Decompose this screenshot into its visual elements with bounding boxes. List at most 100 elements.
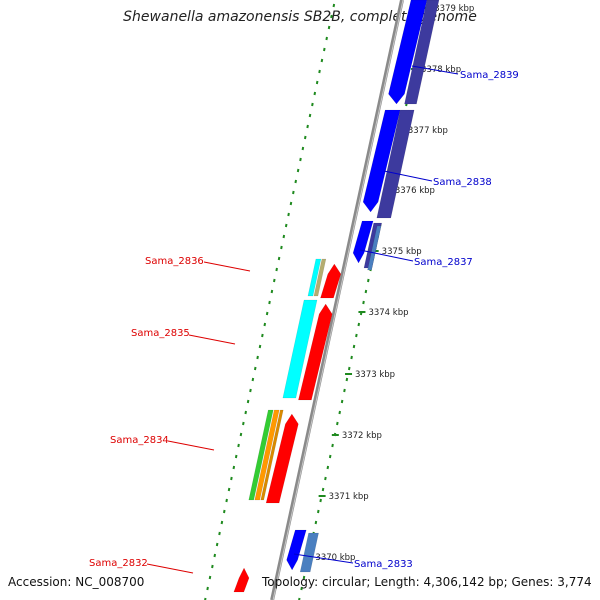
tick-dot-inner: [227, 487, 231, 492]
tick-dot-inner: [280, 245, 283, 250]
tick-dot-inner: [265, 311, 269, 316]
tick-dot-inner: [268, 300, 271, 305]
leader-line: [293, 553, 354, 564]
tick-dot-outer: [357, 322, 361, 327]
tick-dot-inner: [303, 135, 307, 140]
feature-layer: [233, 0, 440, 593]
gene-sama-2835: [298, 303, 333, 401]
gene-label: Sama_2836: [145, 256, 204, 267]
gene-label: Sama_2839: [460, 70, 519, 81]
leader-line: [411, 65, 459, 75]
tick-dot-inner: [258, 344, 262, 349]
label-layer: Sama_2839 Sama_2838 Sama_2837 Sama_2833 Sama…: [89, 65, 519, 574]
tick-label: 3379 kbp: [434, 4, 474, 14]
feature-sama-2834-b: [254, 409, 280, 501]
tick-dot-inner: [332, 3, 336, 8]
tick-dot-outer: [367, 278, 370, 283]
tick-dot-inner: [232, 465, 236, 470]
gene-label: Sama_2834: [110, 435, 169, 446]
tick-label: 3372 kbp: [342, 431, 382, 441]
leader-line: [167, 440, 215, 451]
tick-dot-inner: [301, 146, 305, 151]
tick-dot-inner: [239, 432, 243, 437]
gene-label: Sama_2838: [433, 177, 492, 188]
tick-dot-inner: [289, 201, 293, 206]
tick-dot-inner: [287, 212, 290, 217]
tick-dot-inner: [234, 454, 238, 459]
tick-label: 3378 kbp: [421, 65, 461, 75]
feature-sama-2834-a: [248, 409, 274, 501]
tick-dot-outer: [350, 355, 353, 360]
tick-dot-inner: [308, 113, 312, 118]
tick-dot-outer: [328, 454, 332, 459]
tick-dot-inner: [296, 168, 300, 173]
tick-dot-outer: [345, 377, 349, 382]
tick-dot-inner: [306, 124, 309, 129]
tick-dot-inner: [270, 289, 274, 294]
tick-dot-outer: [364, 289, 368, 294]
feature-sama-2836-b: [313, 258, 327, 297]
feature-sama-2835: [282, 299, 318, 399]
feature-sama-2836-a: [307, 258, 322, 297]
tick-dot-outer: [324, 476, 327, 481]
tick-dot-inner: [206, 586, 209, 591]
tick-dot-inner: [273, 278, 276, 283]
feature-sama-2837: [367, 225, 382, 271]
tick-dot-outer: [319, 498, 322, 503]
gene-sama-2838: [362, 109, 401, 213]
tick-dot-inner: [220, 520, 224, 525]
accession-text: Accession: NC_008700: [8, 575, 145, 589]
tick-dot-inner: [325, 36, 328, 41]
tick-dot-inner: [225, 498, 228, 503]
tick-dot-inner: [299, 157, 302, 162]
tick-dot-outer: [352, 344, 356, 349]
tick-label: 3371 kbp: [329, 492, 369, 502]
tick-dot-inner: [292, 190, 295, 195]
tick-dot-outer: [326, 465, 330, 470]
tick-dot-inner: [211, 564, 214, 569]
tick-label: 3375 kbp: [382, 247, 422, 257]
gene-sama-2833: [286, 529, 307, 571]
tick-dot-outer: [331, 443, 334, 448]
backbone-layer: [270, 0, 404, 600]
tick-label: 3370 kbp: [315, 553, 355, 563]
tick-dot-inner: [249, 388, 252, 393]
tick-label: 3373 kbp: [355, 370, 395, 380]
tick-dot-outer: [362, 300, 365, 305]
tick-dot-inner: [213, 553, 217, 558]
gene-sama-2834: [265, 413, 299, 504]
tick-dot-inner: [208, 575, 212, 580]
tick-dot-inner: [318, 69, 321, 74]
gene-label: Sama_2837: [414, 257, 473, 268]
tick-dot-outer: [347, 366, 351, 371]
gene-sama-2836: [320, 263, 342, 299]
tick-dot-outer: [343, 388, 346, 393]
tick-dot-inner: [320, 58, 324, 63]
tick-dot-outer: [338, 410, 341, 415]
tick-label: 3374 kbp: [368, 308, 408, 318]
gene-label: Sama_2835: [131, 328, 190, 339]
tick-dot-inner: [261, 333, 264, 338]
backbone-highlight: [272, 0, 404, 600]
tick-dot-inner: [242, 421, 245, 426]
leader-line: [203, 261, 251, 272]
gene-sama-2839: [388, 0, 428, 105]
leader-line: [383, 170, 433, 182]
tick-dot-outer: [355, 333, 358, 338]
backbone-line: [270, 0, 404, 600]
tick-dot-outer: [321, 487, 325, 492]
tick-dot-outer: [300, 586, 303, 591]
gene-sama-2832: [233, 567, 250, 593]
tick-dot-inner: [275, 267, 278, 272]
tick-dot-inner: [323, 47, 326, 52]
tick-dot-inner: [294, 179, 298, 184]
tick-label: 3377 kbp: [408, 126, 448, 136]
tick-dot-inner: [330, 14, 333, 19]
tick-dot-inner: [313, 91, 317, 96]
leader-line: [146, 563, 194, 574]
tick-dot-inner: [311, 102, 314, 107]
tick-dot-inner: [256, 355, 259, 360]
leader-line: [359, 249, 414, 262]
tick-dot-inner: [277, 256, 281, 261]
